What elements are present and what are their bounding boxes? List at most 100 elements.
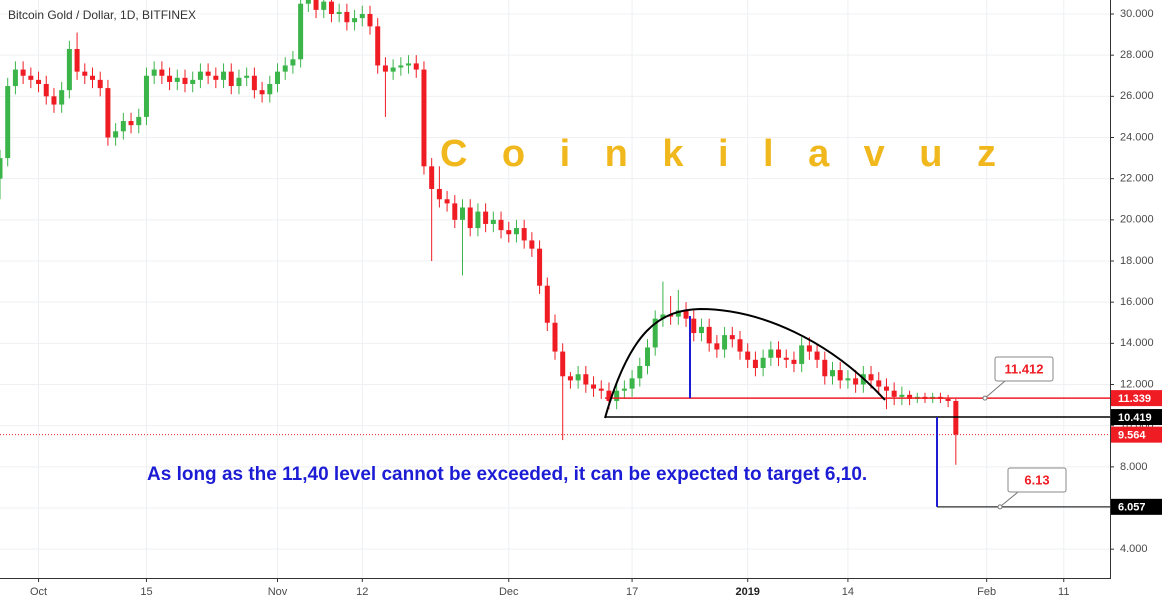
candle-body [74, 48, 80, 72]
candle-body [799, 345, 805, 364]
candle-body [467, 207, 473, 229]
y-tick-label: 8.000 [1120, 461, 1148, 473]
price-label-box [1111, 409, 1162, 426]
candle-body [259, 90, 265, 95]
candle-body [691, 318, 697, 334]
price-label-box [1111, 426, 1162, 443]
candle-body [899, 394, 905, 397]
candle-body [729, 335, 735, 340]
y-tick-label: 18.000 [1120, 255, 1154, 267]
candle-body [398, 65, 404, 68]
candle-body [313, 0, 319, 10]
candle-body [228, 71, 234, 87]
candle-body [460, 207, 465, 220]
x-tick-label: 2019 [735, 586, 759, 598]
candle-body [498, 219, 504, 231]
candle-body [591, 384, 597, 389]
candle-body [606, 390, 612, 401]
candle-body [298, 3, 304, 60]
candle-body [660, 314, 666, 319]
candle-body [120, 121, 126, 132]
candle-body [290, 59, 296, 66]
candle-body [90, 75, 95, 80]
candle-body [167, 75, 173, 82]
candle-body [251, 75, 257, 91]
candle-body [583, 374, 589, 385]
candle-body [12, 69, 18, 87]
candle-body [814, 351, 820, 360]
candle-body [367, 13, 373, 27]
candle-body [791, 359, 797, 364]
candle-body [97, 79, 103, 89]
candle-body [652, 318, 658, 348]
candle-body [275, 71, 280, 84]
candle-body [136, 116, 142, 126]
candle-body [51, 96, 57, 105]
candle-body [845, 378, 851, 381]
candle-body [853, 378, 859, 385]
candle-body [560, 351, 566, 377]
candle-body [575, 374, 581, 381]
y-tick-label: 26.000 [1120, 90, 1154, 102]
candle-body [768, 349, 774, 358]
candle-body [621, 388, 627, 391]
candle-body [244, 75, 250, 78]
candle-body [282, 65, 288, 72]
candle-body [521, 228, 527, 241]
candle-body [483, 211, 489, 224]
candle-body [390, 67, 396, 72]
candle-body [328, 1, 334, 14]
candle-body [706, 326, 712, 344]
candle-body [36, 79, 42, 84]
candle-body [837, 370, 843, 381]
candle-body [190, 79, 196, 84]
candle-body [544, 285, 550, 323]
candle-body [143, 75, 149, 117]
y-tick-label: 20.000 [1120, 214, 1154, 226]
candle-body [629, 378, 635, 389]
candle-body [375, 26, 381, 66]
candle-body [321, 1, 327, 10]
candle-body [221, 71, 227, 80]
x-tick-label: 11 [1058, 586, 1069, 598]
price-label-box [1111, 498, 1162, 515]
price-label: 11.339 [1118, 393, 1151, 405]
candle-body [452, 203, 458, 220]
candle-body [783, 357, 789, 360]
candle-body [182, 77, 188, 84]
x-tick-label: Feb [977, 586, 996, 598]
x-tick-label: 15 [140, 586, 152, 598]
candle-body [567, 376, 573, 381]
candle-body [128, 121, 134, 126]
price-label: 10.419 [1118, 412, 1152, 424]
candle-body [953, 400, 959, 435]
price-label: 6.057 [1118, 502, 1146, 514]
candle-body [43, 83, 49, 97]
candle-body [776, 349, 782, 358]
candle-body [760, 357, 766, 369]
candle-body [806, 345, 812, 352]
candle-body [675, 310, 681, 317]
candle-body [745, 351, 751, 360]
candle-body [868, 374, 874, 381]
annotation: As long as the 11,40 level cannot be exc… [147, 464, 867, 485]
candle-body [267, 83, 273, 95]
x-tick-label: Nov [268, 586, 288, 598]
y-tick-label: 12.000 [1120, 378, 1154, 390]
callout-pointer [999, 491, 1019, 508]
candle-body [0, 158, 3, 179]
x-tick-label: Oct [30, 586, 47, 598]
candle-body [421, 69, 427, 167]
candle-body [213, 75, 219, 80]
candle-body [5, 86, 11, 159]
y-tick-label: 24.000 [1120, 131, 1154, 143]
candle-body [698, 326, 704, 334]
candle-body [305, 0, 311, 4]
candle-body [506, 230, 512, 235]
candle-body [883, 386, 889, 391]
y-tick-label: 22.000 [1120, 173, 1154, 185]
candle-body [105, 88, 111, 138]
callout-pointer [984, 380, 1006, 399]
candle-body [752, 359, 758, 369]
